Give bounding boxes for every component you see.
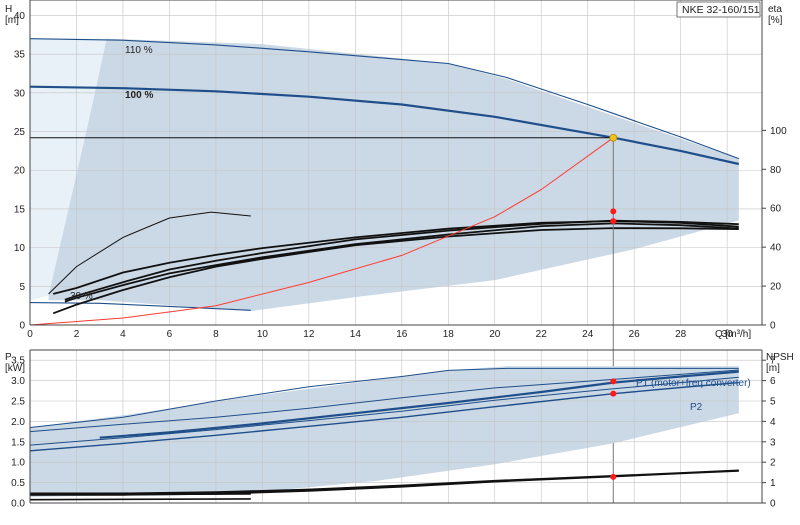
duty-point [609, 133, 618, 142]
left-tick-label: 1.5 [11, 437, 25, 448]
left-tick-label: 20 [14, 166, 26, 177]
operating-region-fill [30, 366, 739, 497]
bottom-right-axis-unit: [m] [766, 363, 780, 374]
x-tick-label: 14 [350, 329, 362, 340]
x-tick-label: 6 [167, 329, 173, 340]
x-tick-label: 20 [489, 329, 501, 340]
bottom-series [29, 367, 739, 501]
p1-series-label: P1 (motor+freq.converter) [636, 378, 751, 389]
top-right-axis-label: eta [768, 4, 782, 15]
left-tick-label: 0 [19, 321, 25, 332]
low-flow-region-fill [30, 38, 107, 301]
operating-point [610, 473, 617, 480]
model-label: NKE 32-160/151 [682, 4, 760, 16]
left-tick-label: 1.0 [11, 458, 25, 469]
low-speed-power-curve [29, 493, 251, 496]
right-tick-label: 2 [770, 458, 776, 469]
right-tick-label: 4 [770, 417, 776, 428]
x-tick-label: 28 [675, 329, 687, 340]
power-curve [29, 369, 739, 433]
x-axis-label: Q [m³/h] [715, 329, 751, 340]
left-tick-label: 15 [14, 204, 26, 215]
power-curve [29, 367, 739, 428]
right-tick-label: 100 [770, 126, 787, 137]
speed-label-30: 30 % [70, 291, 93, 302]
right-tick-label: 7 [770, 356, 776, 367]
power-curve [29, 381, 739, 452]
low-speed-power-curve [29, 498, 251, 501]
operating-region-fill [48, 38, 739, 312]
x-tick-label: 18 [443, 329, 455, 340]
x-tick-label: 10 [257, 329, 269, 340]
top-grid [29, 0, 762, 326]
right-tick-label: 80 [770, 165, 782, 176]
right-tick-label: 5 [770, 397, 776, 408]
top-operating-region [30, 38, 739, 312]
head-curve [29, 38, 739, 160]
left-tick-label: 2.5 [11, 397, 25, 408]
left-tick-label: 30 [14, 88, 26, 99]
bottom-axes: 0.0 0.5 1.0 1.5 2.0 2.5 3.0 3.5 0 1 2 3 4 5 6 7 [11, 349, 776, 510]
x-tick-label: 16 [396, 329, 408, 340]
right-tick-label: 6 [770, 376, 776, 387]
speed-label-100: 100 % [125, 90, 153, 101]
efficiency-curve [64, 222, 739, 303]
efficiency-curve [64, 219, 739, 301]
right-tick-label: 40 [770, 243, 782, 254]
top-right-axis-unit: [%] [768, 15, 783, 26]
p2-series-label: P2 [690, 402, 703, 413]
left-tick-label: 5 [19, 282, 25, 293]
npsh-curve [30, 469, 739, 495]
x-tick-label: 22 [536, 329, 548, 340]
right-tick-label: 0 [770, 321, 776, 332]
operating-point [610, 378, 617, 385]
right-tick-label: 60 [770, 204, 782, 215]
bottom-right-axis-label: NPSH [766, 352, 794, 363]
bottom-left-axis-unit: [kW] [5, 363, 25, 374]
efficiency-curve [48, 211, 251, 295]
system-curve [29, 137, 614, 326]
speed-label-110: 110 % [125, 45, 153, 56]
x-tick-label: 8 [213, 329, 219, 340]
model-label-box [676, 1, 761, 18]
x-tick-label: 4 [120, 329, 126, 340]
top-left-axis-label: H [5, 4, 12, 15]
power-curve [29, 376, 739, 446]
right-tick-label: 0 [770, 499, 776, 510]
bottom-operating-region [30, 366, 739, 497]
left-tick-label: 35 [14, 50, 26, 61]
efficiency-curve [52, 227, 739, 315]
top-left-axis-unit: [m] [5, 15, 19, 26]
left-tick-label: 40 [14, 11, 26, 22]
operating-point [610, 390, 617, 397]
x-tick-label: 0 [27, 329, 33, 340]
left-tick-label: 0.0 [11, 499, 25, 510]
left-tick-label: 10 [14, 243, 26, 254]
left-tick-label: 3.0 [11, 376, 25, 387]
right-tick-label: 3 [770, 437, 776, 448]
right-tick-label: 20 [770, 282, 782, 293]
efficiency-point [610, 218, 617, 225]
x-tick-label: 24 [582, 329, 594, 340]
efficiency-point [610, 208, 617, 215]
x-tick-label: 30 [722, 329, 734, 340]
x-tick-label: 12 [303, 329, 315, 340]
head-curve [29, 302, 251, 311]
head-curve [29, 85, 740, 166]
left-tick-label: 25 [14, 127, 26, 138]
left-tick-label: 2.0 [11, 417, 25, 428]
right-tick-label: 1 [770, 478, 776, 489]
bottom-left-axis-label: P [5, 352, 12, 363]
x-tick-label: 26 [629, 329, 641, 340]
left-tick-label: 3.5 [11, 356, 25, 367]
power-curve [99, 370, 739, 439]
x-tick-label: 2 [74, 329, 80, 340]
left-tick-label: 0.5 [11, 478, 25, 489]
